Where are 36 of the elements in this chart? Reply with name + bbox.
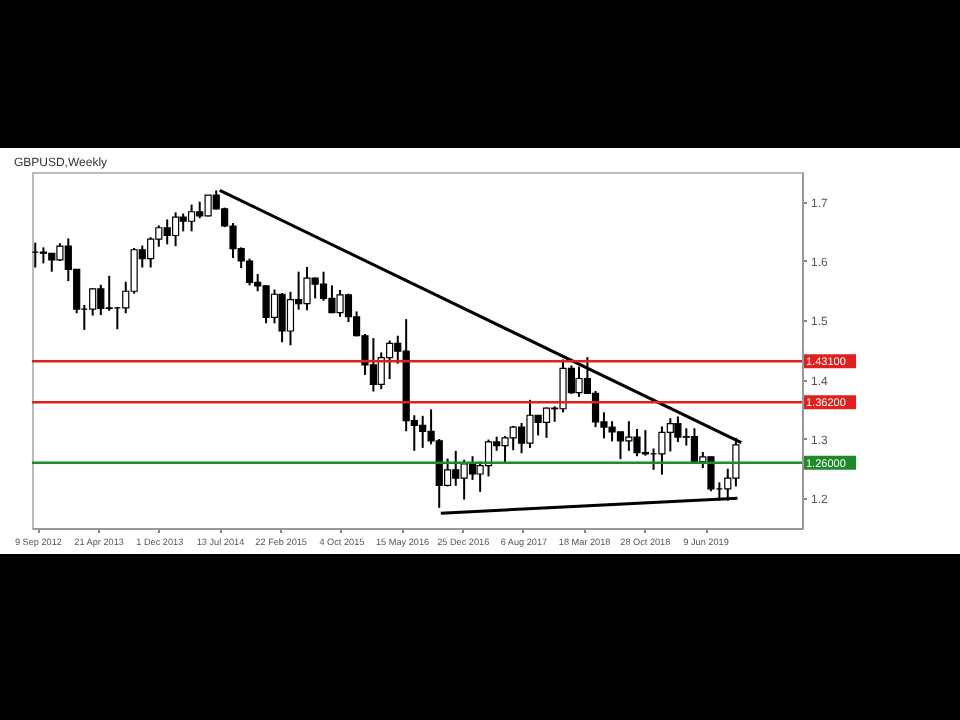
candlestick xyxy=(163,218,171,246)
candlestick xyxy=(336,289,344,318)
candlestick xyxy=(278,292,286,344)
candlestick xyxy=(204,194,212,218)
candlestick xyxy=(89,287,97,317)
candlestick xyxy=(172,211,180,248)
candlestick xyxy=(460,458,468,501)
candlestick xyxy=(542,406,551,439)
candlestick xyxy=(625,420,633,452)
candlestick xyxy=(575,365,583,398)
candlestick xyxy=(270,288,279,325)
candlestick xyxy=(509,424,517,452)
candlestick xyxy=(419,414,427,449)
candlestick xyxy=(690,427,699,464)
candlestick xyxy=(187,203,196,233)
candlestick xyxy=(517,421,526,455)
candlestick xyxy=(559,358,567,414)
candlestick xyxy=(452,449,460,487)
candlestick xyxy=(526,398,534,449)
candlestick xyxy=(616,430,625,461)
candlestick xyxy=(658,425,666,476)
candlestick xyxy=(377,351,385,391)
candlestick xyxy=(105,274,113,312)
candlestick xyxy=(484,438,493,478)
candlestick xyxy=(369,337,377,393)
candlestick xyxy=(608,420,616,443)
candlestick xyxy=(97,283,105,316)
candlestick xyxy=(303,265,311,312)
candlestick xyxy=(707,455,715,493)
candlestick xyxy=(48,252,56,273)
candlestick xyxy=(435,438,443,509)
candlestick xyxy=(534,414,542,437)
candlestick xyxy=(386,339,394,381)
candlestick xyxy=(633,427,641,458)
candlestick xyxy=(666,417,674,453)
candlestick xyxy=(286,290,295,347)
